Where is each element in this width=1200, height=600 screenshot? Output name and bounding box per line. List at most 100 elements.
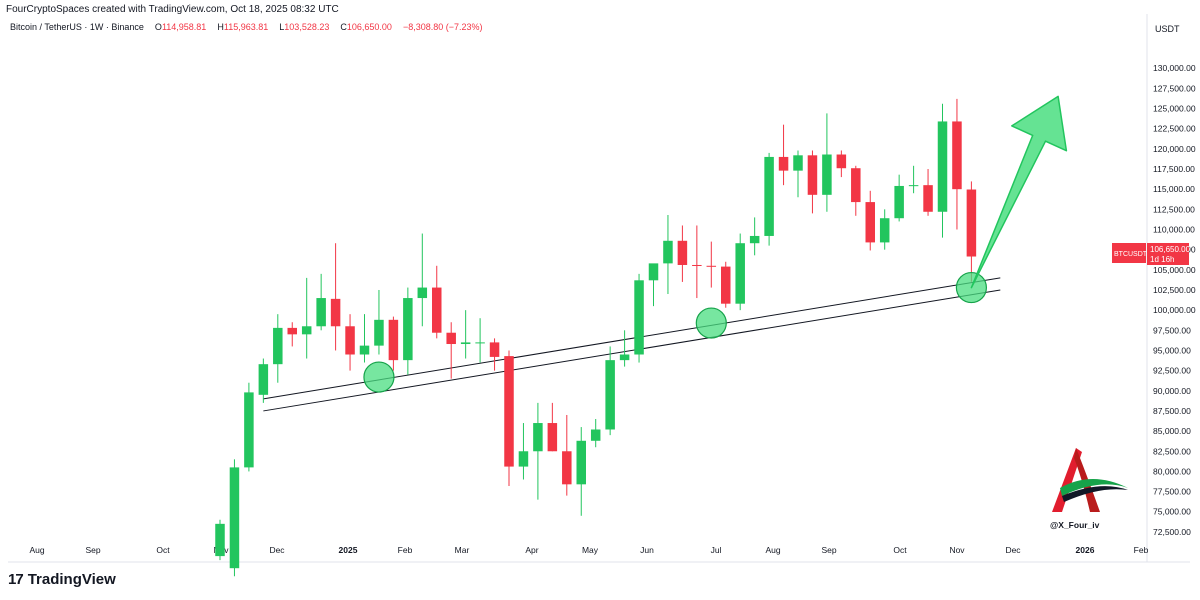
candle — [648, 263, 659, 307]
candle — [316, 273, 326, 331]
price-tick-label: 102,500.00 — [1153, 285, 1196, 295]
candle-body — [923, 185, 933, 212]
candle — [258, 358, 269, 403]
candle-body — [648, 263, 659, 281]
time-tick-label: May — [582, 545, 599, 555]
price-tick-label: 122,500.00 — [1153, 124, 1196, 134]
candle-body — [721, 266, 731, 304]
highlight-circle — [363, 361, 395, 393]
candle — [879, 209, 890, 250]
highlight-circle — [695, 307, 727, 339]
candle-body — [446, 332, 456, 345]
candle — [908, 165, 919, 194]
candle-body — [533, 423, 543, 452]
candle-body — [432, 287, 442, 333]
low-label: L — [279, 22, 285, 32]
time-tick-label: Dec — [269, 545, 285, 555]
time-tick-label: Feb — [398, 545, 413, 555]
candle — [706, 241, 717, 288]
time-tick-label: Nov — [949, 545, 965, 555]
candle — [865, 190, 875, 251]
time-tick-label: 2025 — [339, 545, 358, 555]
candle — [721, 261, 731, 308]
time-tick-label: Oct — [156, 545, 170, 555]
candle-body — [244, 392, 254, 468]
candle-body — [634, 280, 644, 355]
time-tick-label: Dec — [1005, 545, 1021, 555]
candle-body — [822, 154, 832, 195]
candle — [793, 150, 803, 198]
price-tag-value: 106,650.00 — [1150, 245, 1191, 254]
candle — [851, 165, 861, 216]
price-tick-label: 75,000.00 — [1153, 507, 1191, 517]
price-tick-label: 127,500.00 — [1153, 83, 1196, 93]
candle-body — [330, 298, 341, 327]
candle — [504, 350, 514, 486]
time-tick-label: Sep — [85, 545, 100, 555]
candle — [244, 382, 254, 472]
candle-body — [374, 319, 384, 346]
tradingview-brand[interactable]: 17 TradingView — [8, 571, 116, 588]
highlight-circles[interactable] — [363, 271, 988, 393]
symbol-tag-text: BTCUSDT — [1114, 251, 1148, 258]
symbol-legend: Bitcoin / TetherUS · 1W · Binance O114,9… — [10, 22, 483, 32]
candle — [273, 314, 283, 383]
candle-body — [417, 287, 428, 299]
candle — [345, 314, 355, 371]
trendline — [263, 289, 1001, 412]
candle-body — [547, 423, 558, 452]
price-tick-label: 82,500.00 — [1153, 446, 1191, 456]
candle-body — [287, 327, 297, 335]
price-axis[interactable]: USDT 72,500.00 75,000.00 77,500.00 80,000.00… — [8, 14, 1196, 563]
candle — [894, 174, 904, 222]
candle — [764, 152, 774, 246]
candles[interactable] — [215, 98, 977, 577]
symbol-tag-bg — [1112, 243, 1146, 263]
candle-body — [518, 451, 529, 467]
watermark-handle: @X_Four_iv — [1050, 520, 1100, 530]
time-tick-label: Aug — [29, 545, 44, 555]
candle-body — [229, 467, 240, 569]
candle — [952, 98, 962, 230]
candle-body — [316, 298, 326, 327]
candle-body — [576, 440, 586, 485]
time-tick-label: Feb — [1134, 545, 1149, 555]
time-axis[interactable]: Aug Sep Oct Nov Dec 2025 Feb Mar Apr May Jun Jul Aug… — [29, 545, 1148, 555]
candle — [533, 402, 543, 500]
candle-body — [952, 121, 962, 190]
candle-body — [619, 354, 630, 361]
candle-body — [605, 360, 615, 430]
time-tick-label: 2026 — [1076, 545, 1095, 555]
candle-body — [966, 189, 977, 257]
price-tick-label: 92,500.00 — [1153, 366, 1191, 376]
candle — [966, 181, 977, 282]
price-tick-label: 117,500.00 — [1153, 164, 1195, 174]
candle — [605, 346, 615, 436]
candle-body — [851, 168, 861, 203]
price-tick-label: 112,500.00 — [1153, 204, 1195, 214]
open-label: O — [154, 22, 162, 32]
candle — [229, 459, 240, 577]
candle — [619, 330, 630, 367]
candle-body — [403, 298, 413, 361]
candle-body — [273, 327, 283, 365]
candle — [807, 150, 818, 214]
candle — [330, 243, 341, 351]
candle — [836, 150, 847, 178]
price-tick-label: 80,000.00 — [1153, 466, 1191, 476]
candle — [822, 113, 832, 212]
close-label: C — [340, 22, 347, 32]
price-tick-label: 115,000.00 — [1153, 184, 1195, 194]
candle — [518, 423, 529, 480]
candle — [749, 217, 760, 256]
projection-arrow[interactable] — [970, 95, 1068, 289]
candle-body — [836, 154, 847, 169]
candle-body — [894, 185, 904, 219]
high-value: 115,963.81 — [223, 22, 269, 32]
symbol-line[interactable]: Bitcoin / TetherUS · 1W · Binance — [10, 22, 144, 32]
open-value: 114,958.81 — [161, 22, 207, 32]
logo-swoosh-green — [1060, 479, 1128, 496]
watermark-logo: @X_Four_iv — [1050, 448, 1128, 530]
candle — [417, 233, 428, 327]
